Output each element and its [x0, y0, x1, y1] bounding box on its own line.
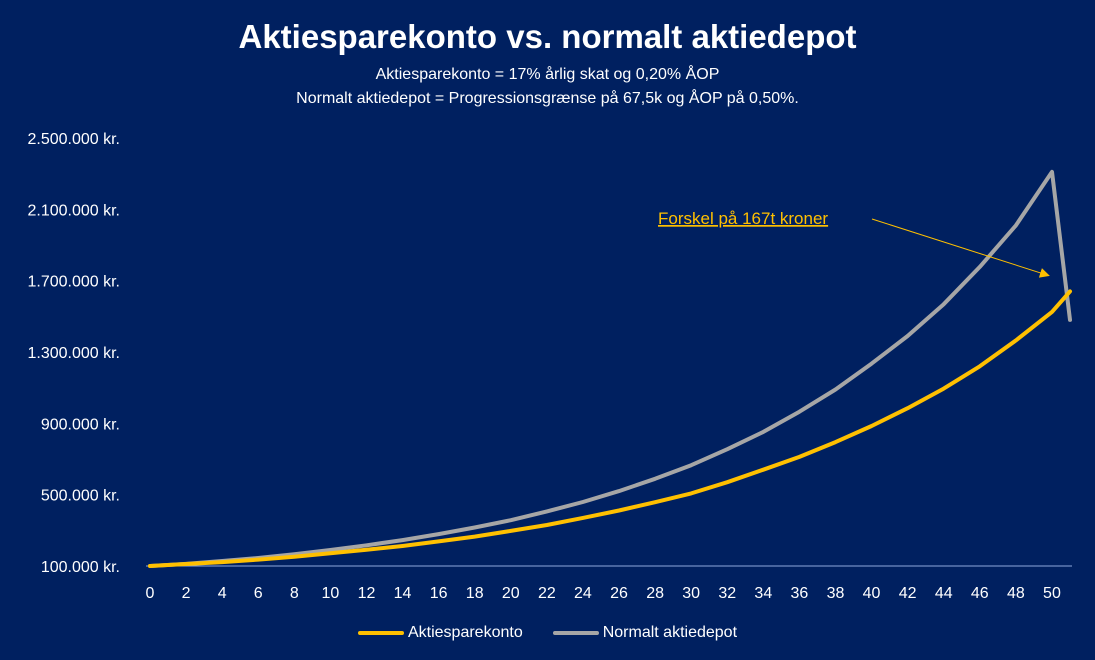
y-tick-label: 500.000 kr.: [41, 488, 120, 505]
y-axis-labels: 100.000 kr. 500.000 kr. 900.000 kr. 1.300.0…: [27, 131, 120, 576]
x-tick-label: 28: [646, 585, 664, 602]
chart-title: Aktiesparekonto vs. normalt aktiedepot: [238, 18, 857, 55]
x-tick-label: 46: [971, 585, 989, 602]
y-tick-label: 2.500.000 kr.: [27, 131, 120, 148]
y-tick-label: 1.300.000 kr.: [27, 345, 120, 362]
x-tick-label: 14: [394, 585, 412, 602]
y-tick-label: 900.000 kr.: [41, 416, 120, 433]
x-tick-label: 30: [682, 585, 700, 602]
x-tick-label: 24: [574, 585, 592, 602]
annotation-label: Forskel på 167t kroner: [658, 209, 828, 228]
x-tick-label: 44: [935, 585, 953, 602]
legend-item-normalt-aktiedepot: Normalt aktiedepot: [552, 624, 738, 642]
x-tick-label: 36: [791, 585, 809, 602]
series-line-normalt-aktiedepot: [148, 169, 1072, 568]
x-tick-label: 22: [538, 585, 556, 602]
chart-subtitle-line-1: Aktiesparekonto = 17% årlig skat og 0,20…: [375, 66, 720, 83]
legend: Aktiesparekonto Normalt aktiedepot: [0, 624, 1095, 642]
x-tick-label: 48: [1007, 585, 1025, 602]
x-tick-label: 40: [863, 585, 881, 602]
x-tick-label: 12: [358, 585, 376, 602]
x-tick-label: 0: [146, 585, 155, 602]
series-line-aktiesparekonto: [148, 289, 1072, 568]
x-tick-label: 16: [430, 585, 448, 602]
x-tick-label: 18: [466, 585, 484, 602]
y-tick-label: 2.100.000 kr.: [27, 202, 120, 219]
legend-swatch-normalt-aktiedepot: [552, 631, 599, 635]
x-tick-label: 6: [254, 585, 263, 602]
x-tick-label: 38: [827, 585, 845, 602]
legend-item-aktiesparekonto: Aktiesparekonto: [357, 624, 523, 642]
x-tick-label: 50: [1043, 585, 1061, 602]
annotation-arrow: [871, 218, 1050, 278]
x-tick-label: 42: [899, 585, 917, 602]
x-tick-label: 20: [502, 585, 520, 602]
legend-swatch-aktiesparekonto: [357, 631, 404, 635]
legend-label-aktiesparekonto: Aktiesparekonto: [407, 624, 523, 641]
y-tick-label: 1.700.000 kr.: [27, 274, 120, 291]
chart-subtitle-line-2: Normalt aktiedepot = Progressionsgrænse …: [296, 90, 799, 107]
x-tick-label: 32: [718, 585, 736, 602]
x-tick-label: 4: [218, 585, 227, 602]
x-tick-label: 10: [321, 585, 339, 602]
series-lines: [148, 169, 1072, 568]
legend-label-normalt-aktiedepot: Normalt aktiedepot: [602, 624, 738, 641]
x-tick-label: 8: [290, 585, 299, 602]
x-tick-label: 2: [182, 585, 191, 602]
y-tick-label: 100.000 kr.: [41, 559, 120, 576]
x-tick-label: 26: [610, 585, 628, 602]
x-tick-label: 34: [754, 585, 772, 602]
x-axis-labels: 0 2 4 6 8 10 12 14 16 18 20 22 24 26 28 30 32 34 36 38 40 42 4…: [146, 585, 1061, 602]
